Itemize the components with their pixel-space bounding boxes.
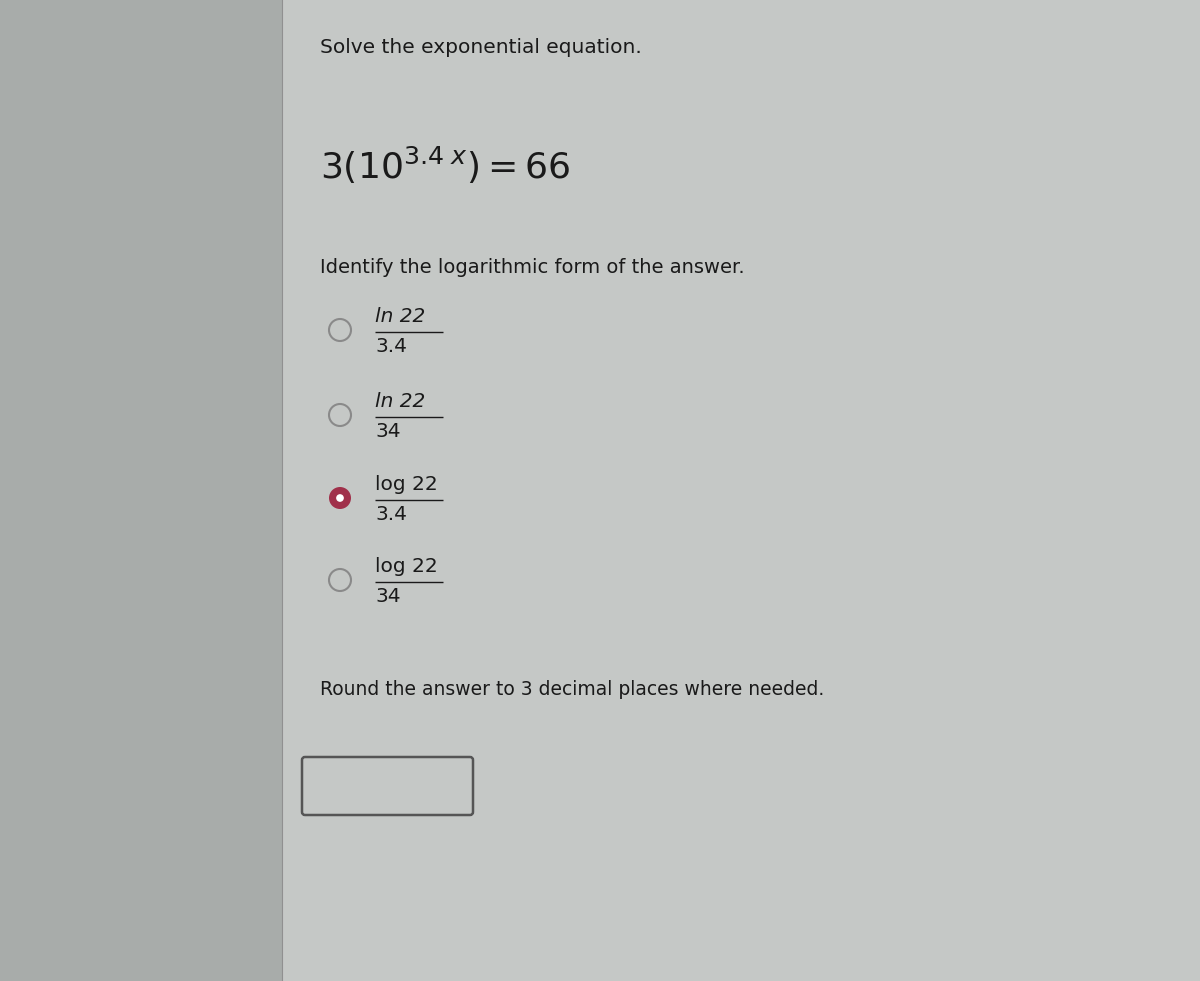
Text: ln 22: ln 22 <box>374 392 425 411</box>
Text: $3\left(10^{3.4\;x}\right) = 66$: $3\left(10^{3.4\;x}\right) = 66$ <box>320 145 570 186</box>
Text: Round the answer to 3 decimal places where needed.: Round the answer to 3 decimal places whe… <box>320 680 824 699</box>
Circle shape <box>336 494 344 502</box>
Text: 34: 34 <box>374 422 401 441</box>
Text: 3.4: 3.4 <box>374 337 407 356</box>
FancyBboxPatch shape <box>302 757 473 815</box>
Text: Number: Number <box>317 777 395 796</box>
Text: ln 22: ln 22 <box>374 307 425 326</box>
Text: log 22: log 22 <box>374 557 438 576</box>
Bar <box>0 0 282 981</box>
Circle shape <box>329 487 352 509</box>
Text: 3.4: 3.4 <box>374 505 407 524</box>
Text: Solve the exponential equation.: Solve the exponential equation. <box>320 38 642 57</box>
Text: 34: 34 <box>374 587 401 606</box>
Text: Identify the logarithmic form of the answer.: Identify the logarithmic form of the ans… <box>320 258 745 277</box>
Text: log 22: log 22 <box>374 475 438 494</box>
